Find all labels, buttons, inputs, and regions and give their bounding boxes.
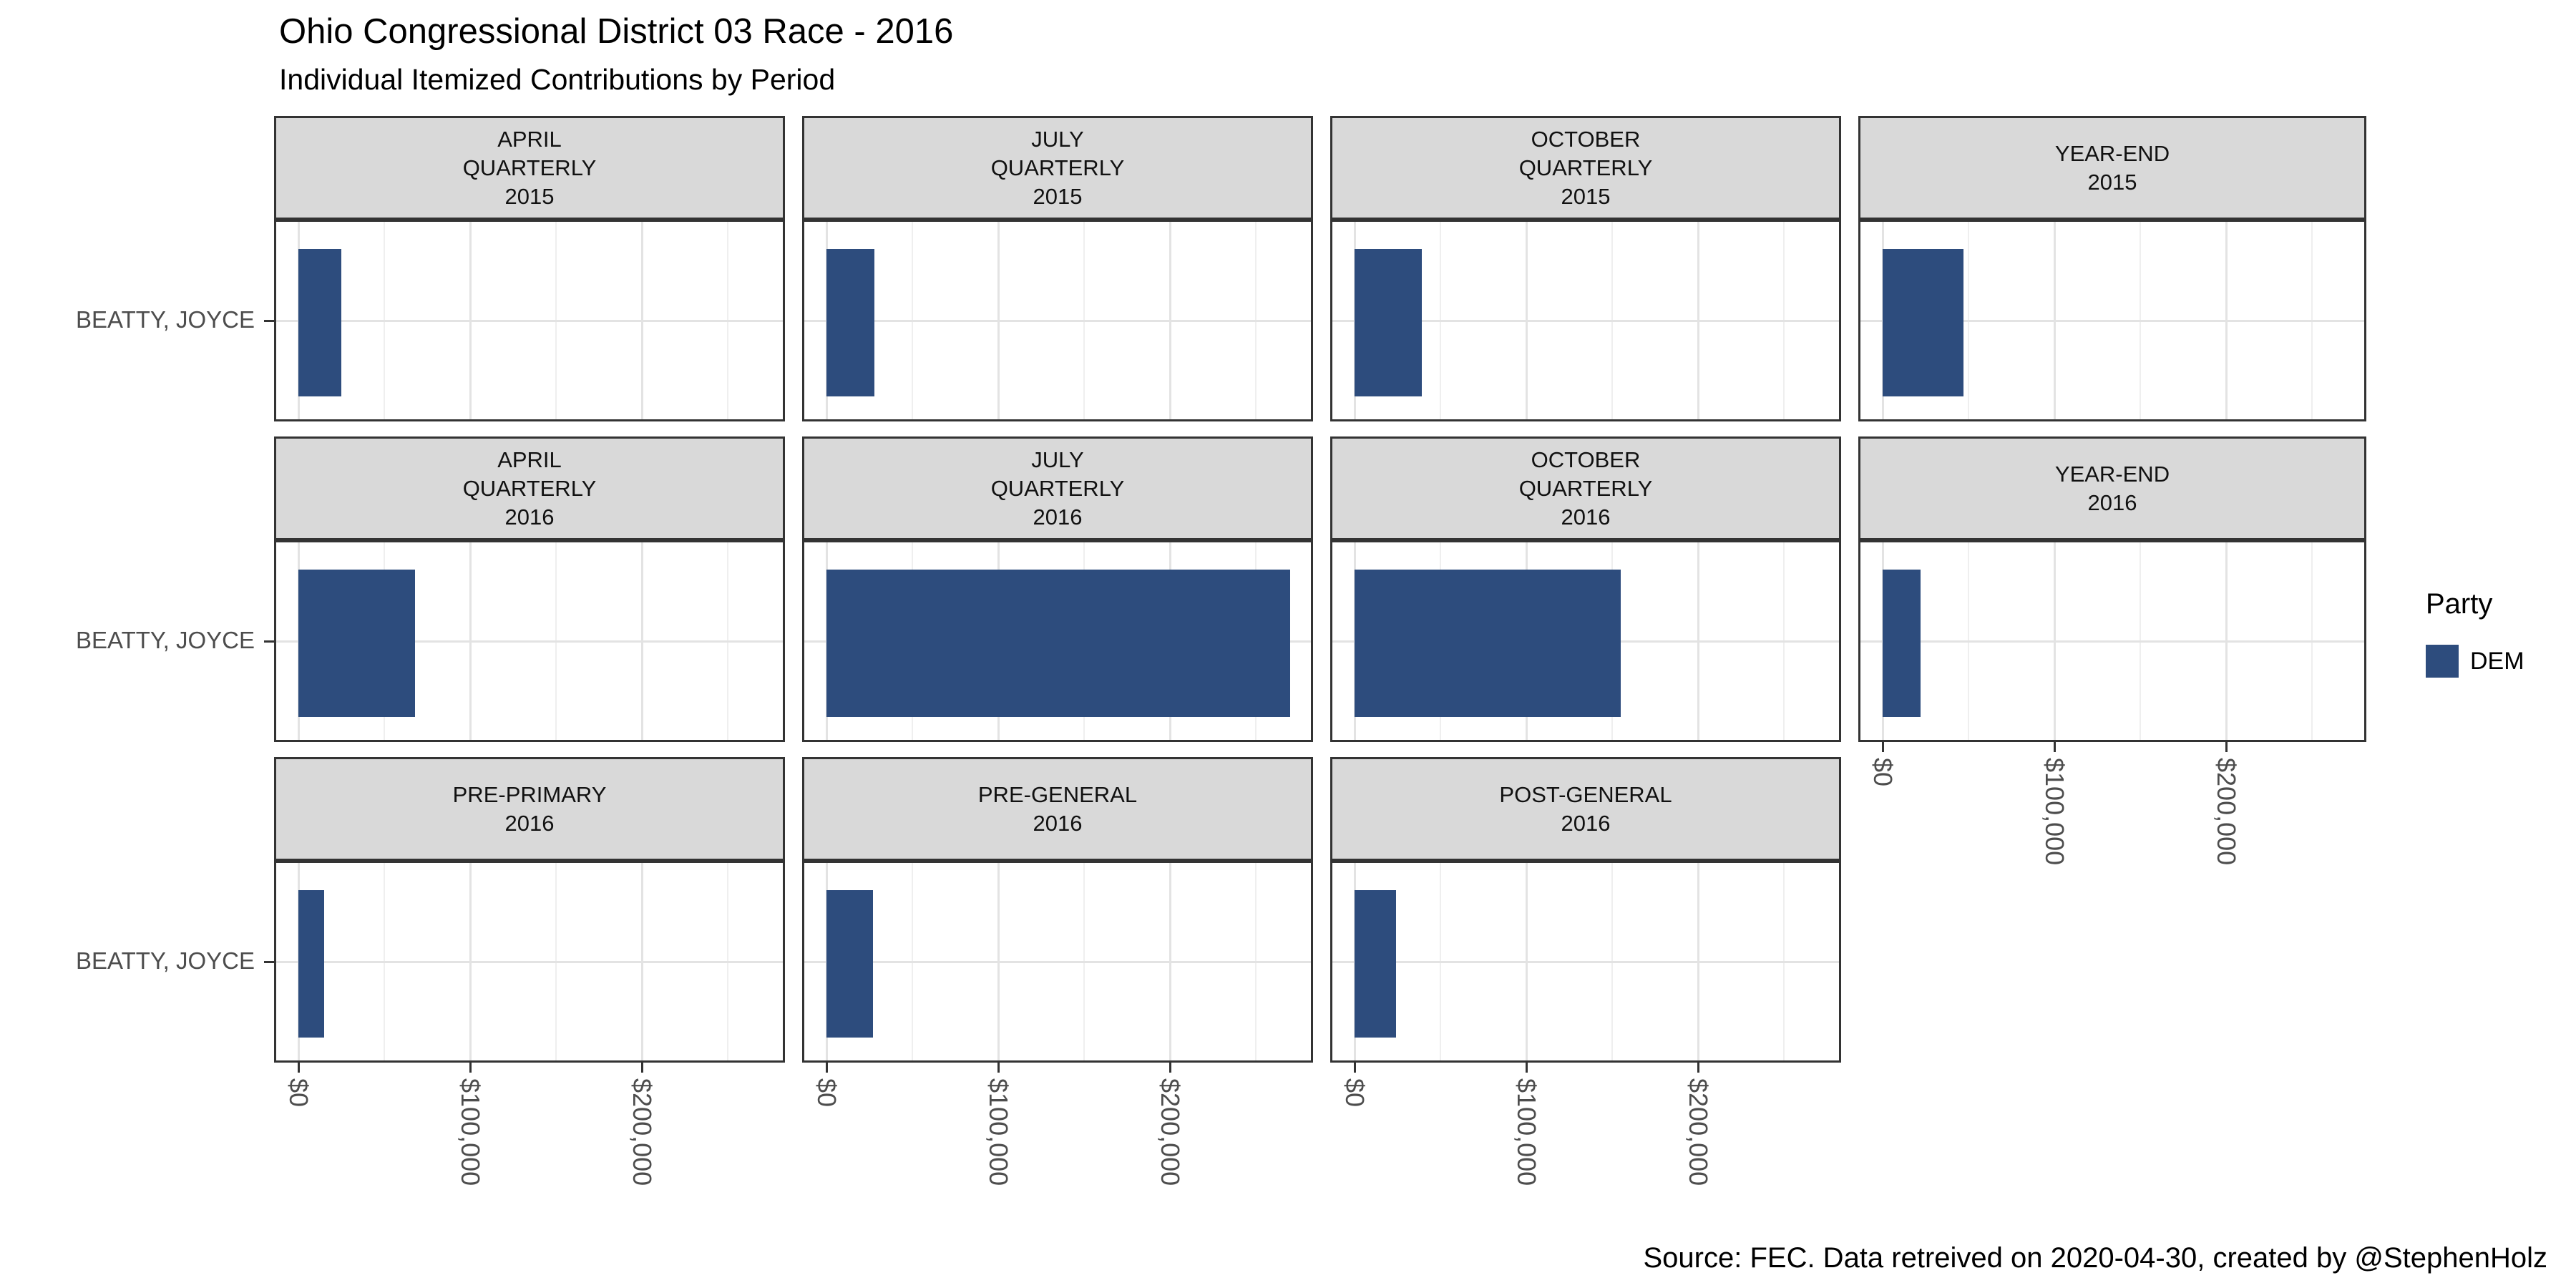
legend-item-dem: DEM [2426, 645, 2524, 678]
x-tick-label: $200,000 [1156, 1078, 1185, 1186]
facet-panel [1330, 540, 1841, 742]
x-tick-label: $0 [284, 1078, 313, 1108]
facet-panel [802, 220, 1313, 421]
x-axis-tick [825, 1063, 828, 1073]
dem-bar [298, 249, 341, 396]
legend-title: Party [2426, 588, 2493, 620]
gridline-category [276, 319, 783, 322]
facet-strip: APRIL QUARTERLY 2016 [274, 436, 785, 540]
legend: Party DEM [2426, 588, 2524, 678]
legend-swatch-dem [2426, 645, 2459, 678]
facet-panel [274, 861, 785, 1063]
facet-panel [1858, 540, 2366, 742]
gridline-category [1860, 319, 2364, 322]
facet-strip: PRE-PRIMARY 2016 [274, 757, 785, 861]
facet-strip: APRIL QUARTERLY 2015 [274, 116, 785, 220]
chart-subtitle: Individual Itemized Contributions by Per… [279, 63, 836, 96]
facet-panel [274, 220, 785, 421]
x-axis-tick [997, 1063, 1000, 1073]
y-axis-label: BEATTY, JOYCE [75, 627, 255, 653]
dem-bar [1883, 570, 1921, 717]
gridline-category [276, 640, 783, 643]
x-axis-tick [2053, 742, 2056, 752]
gridline-category [1332, 960, 1839, 963]
dem-bar [826, 249, 875, 396]
x-axis-tick [1525, 1063, 1528, 1073]
facet-strip: POST-GENERAL 2016 [1330, 757, 1841, 861]
x-tick-label: $100,000 [2040, 758, 2069, 866]
gridline-category [804, 319, 1311, 322]
facet-strip: YEAR-END 2016 [1858, 436, 2366, 540]
x-axis-tick [469, 1063, 472, 1073]
x-tick-label: $100,000 [456, 1078, 485, 1186]
dem-bar [826, 570, 1290, 717]
x-axis-tick [1169, 1063, 1171, 1073]
facet-panel [274, 540, 785, 742]
x-axis-tick [640, 1063, 643, 1073]
y-axis-tick [264, 640, 274, 643]
chart-caption: Source: FEC. Data retreived on 2020-04-3… [1643, 1242, 2547, 1274]
x-axis-tick [297, 1063, 300, 1073]
dem-bar [1355, 570, 1621, 717]
y-axis-label: BEATTY, JOYCE [75, 947, 255, 974]
x-tick-label: $0 [1868, 758, 1898, 787]
dem-bar [826, 890, 873, 1038]
x-tick-label: $0 [812, 1078, 841, 1108]
facet-strip: OCTOBER QUARTERLY 2016 [1330, 436, 1841, 540]
x-axis-tick [2225, 742, 2228, 752]
facet-strip: JULY QUARTERLY 2015 [802, 116, 1313, 220]
gridline-category [1860, 640, 2364, 643]
dem-bar [1355, 249, 1422, 396]
x-tick-label: $0 [1340, 1078, 1370, 1108]
y-axis-tick [264, 960, 274, 963]
facet-strip: OCTOBER QUARTERLY 2015 [1330, 116, 1841, 220]
x-axis-tick [1881, 742, 1884, 752]
gridline-category [1332, 319, 1839, 322]
facet-strip: YEAR-END 2015 [1858, 116, 2366, 220]
x-axis-tick [1697, 1063, 1699, 1073]
x-tick-label: $200,000 [1684, 1078, 1713, 1186]
x-axis-tick [1353, 1063, 1356, 1073]
facet-strip: JULY QUARTERLY 2016 [802, 436, 1313, 540]
gridline-category [804, 960, 1311, 963]
gridline-category [276, 960, 783, 963]
dem-bar [1883, 249, 1963, 396]
dem-bar [1355, 890, 1396, 1038]
dem-bar [298, 890, 324, 1038]
facet-panel [1330, 220, 1841, 421]
facet-strip: PRE-GENERAL 2016 [802, 757, 1313, 861]
x-tick-label: $200,000 [628, 1078, 657, 1186]
dem-bar [298, 570, 416, 717]
facet-panel [802, 540, 1313, 742]
facet-panel [1330, 861, 1841, 1063]
x-tick-label: $100,000 [984, 1078, 1013, 1186]
y-axis-label: BEATTY, JOYCE [75, 306, 255, 333]
facet-panel [802, 861, 1313, 1063]
x-tick-label: $200,000 [2212, 758, 2241, 866]
x-tick-label: $100,000 [1512, 1078, 1541, 1186]
legend-label-dem: DEM [2470, 647, 2524, 675]
chart-title: Ohio Congressional District 03 Race - 20… [279, 12, 954, 51]
y-axis-tick [264, 319, 274, 322]
facet-panel [1858, 220, 2366, 421]
